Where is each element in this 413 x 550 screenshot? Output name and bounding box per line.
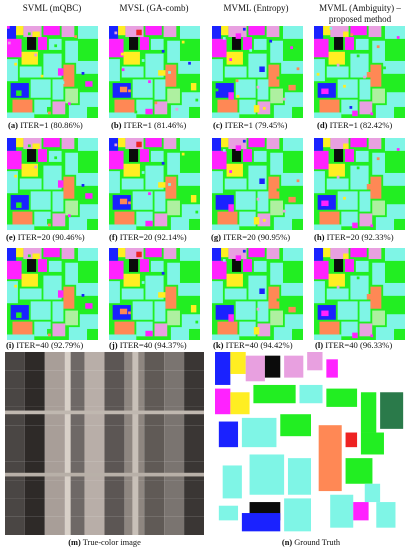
caption-n: (n) Ground Truth: [281, 538, 341, 547]
classification-map-e: [7, 138, 98, 230]
classification-map-k: [212, 248, 303, 340]
caption-c: (c) ITER=1 (79.45%): [213, 120, 288, 130]
caption-j: (j) ITER=40 (94.37%): [109, 340, 187, 350]
caption-a: (a) ITER=1 (80.86%): [8, 120, 83, 130]
classification-map-g: [212, 138, 303, 230]
caption-h: (h) ITER=20 (92.33%): [314, 232, 394, 242]
classification-map-d: [314, 26, 405, 118]
classification-map-c: [212, 26, 303, 118]
true-color-image: [5, 352, 204, 535]
caption-m: (m) True-color image: [68, 538, 141, 547]
caption-e: (e) ITER=20 (90.46%): [6, 232, 85, 242]
caption-l: (l) ITER=40 (96.33%): [315, 340, 393, 350]
classification-map-i: [7, 248, 98, 340]
caption-g: (g) ITER=20 (90.95%): [211, 232, 291, 242]
caption-k: (k) ITER=40 (94.42%): [213, 340, 293, 350]
classification-map-h: [314, 138, 405, 230]
classification-map-b: [109, 26, 200, 118]
classification-map-f: [109, 138, 200, 230]
classification-map-l: [314, 248, 405, 340]
column-header-mvsl: MVSL (GA-comb): [119, 3, 189, 13]
ground-truth-map: [215, 352, 407, 535]
caption-i: (i) ITER=40 (92.79%): [6, 340, 84, 350]
classification-map-a: [7, 26, 98, 118]
column-header-mvml-entropy: MVML (Entropy): [223, 3, 289, 13]
caption-f: (f) ITER=20 (92.14%): [109, 232, 187, 242]
classification-map-j: [109, 248, 200, 340]
caption-b: (b) ITER=1 (81.46%): [111, 120, 187, 130]
column-header-mvml-ambiguity: MVML (Ambiguity) – proposed method: [319, 3, 401, 24]
column-header-svml: SVML (mQBC): [22, 3, 82, 13]
caption-d: (d) ITER=1 (82.42%): [317, 120, 393, 130]
